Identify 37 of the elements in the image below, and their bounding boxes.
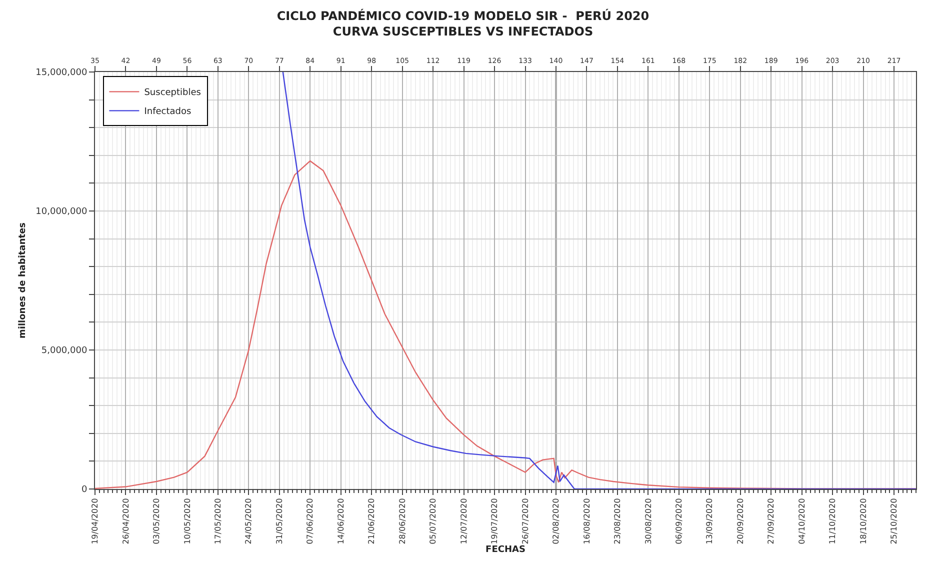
x2-tick-label: 16/08/2020 — [582, 498, 592, 544]
x2-tick-label: 02/08/2020 — [552, 498, 561, 544]
x2-tick-label: 27/09/2020 — [766, 498, 776, 544]
x2-tick-label: 20/09/2020 — [736, 498, 745, 544]
y-axis-title: millones de habitantes — [18, 222, 28, 339]
x2-tick-label: 25/10/2020 — [890, 498, 899, 544]
y-tick-label: 5,000,000 — [41, 346, 88, 356]
x2-tick-label: 18/10/2020 — [858, 498, 868, 544]
legend-label: Susceptibles — [144, 88, 202, 98]
x2-tick-label: 23/08/2020 — [613, 498, 622, 544]
x2-tick-label: 03/05/2020 — [152, 498, 162, 544]
x2-tick-label: 04/10/2020 — [797, 498, 806, 544]
x2-tick-label: 30/08/2020 — [644, 498, 653, 544]
x2-tick-label: 26/04/2020 — [121, 498, 130, 544]
x2-tick-label: 11/10/2020 — [828, 498, 838, 544]
legend-label: Infectados — [144, 107, 192, 118]
y-tick-label: 10,000,000 — [36, 207, 88, 218]
x2-tick-label: 14/06/2020 — [336, 498, 346, 544]
x2-axis-title: FECHAS — [486, 545, 526, 556]
x2-tick-label: 28/06/2020 — [398, 498, 407, 544]
x2-tick-label: 17/05/2020 — [214, 498, 223, 544]
y-tick-label: 15,000,000 — [36, 68, 88, 78]
x2-tick-label: 26/07/2020 — [520, 498, 530, 544]
x2-tick-label: 21/06/2020 — [367, 498, 376, 544]
x2-tick-label: 05/07/2020 — [428, 498, 438, 544]
line-series — [282, 72, 916, 489]
x2-tick-label: 31/05/2020 — [275, 498, 284, 544]
x2-tick-label: 19/07/2020 — [490, 498, 500, 544]
x2-tick-label: 10/05/2020 — [182, 498, 192, 544]
chart-title: CICLO PANDÉMICO COVID-19 MODELO SIR - PERÚ 2020 CURVA SUSCEPTIBLES VS INFECTADOS — [276, 8, 650, 38]
x2-tick-label: 07/06/2020 — [306, 498, 315, 544]
y-tick-label: 0 — [81, 485, 88, 496]
x2-tick-label: 24/05/2020 — [244, 498, 254, 544]
x2-tick-label: 19/04/2020 — [90, 498, 100, 544]
x2-tick-label: 06/09/2020 — [674, 498, 684, 544]
x2-tick-label: 12/07/2020 — [459, 498, 468, 544]
x2-tick-label: 13/09/2020 — [705, 498, 714, 544]
